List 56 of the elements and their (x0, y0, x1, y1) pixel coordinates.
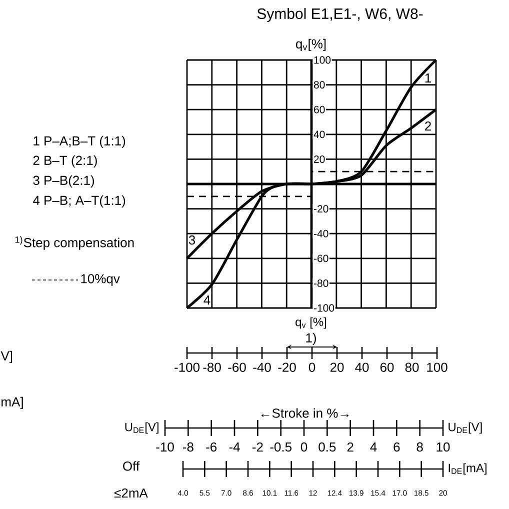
y-tick-label: -100 (314, 304, 334, 312)
text: 6 (394, 442, 400, 452)
x-tick-label: 100 (427, 362, 448, 372)
text: -6 (206, 442, 217, 452)
text: 8 (416, 442, 423, 452)
y-tick-label: 60 (314, 106, 325, 114)
x-tick-label: 40 (355, 362, 369, 372)
y-tick-label: 100 (314, 56, 331, 64)
x-tick-label: -20 (278, 362, 296, 372)
text: $^{1)}$Step compensation (15, 236, 134, 250)
y-tick-label: 80 (314, 81, 325, 89)
y-axis-title: q$_{v}$[%] (296, 38, 326, 52)
text: 4 P–B; A–T(1:1) (33, 195, 126, 208)
chart-title: Symbol E1,E1-, W6, W8- (257, 8, 423, 22)
text: -2 (252, 442, 263, 452)
text: 2 B–T (2:1) (33, 155, 97, 168)
text: 0 (300, 442, 308, 452)
x-tick-label: -80 (203, 362, 221, 372)
series-label: 3 (188, 235, 196, 245)
text: ≤2mA (114, 488, 148, 498)
text: U$_{DE}$[V] (125, 422, 158, 434)
text: -8 (182, 442, 194, 452)
text: 10 (436, 442, 450, 452)
text: Off (123, 461, 140, 471)
text: -4 (229, 442, 240, 452)
x-tick-label: 20 (330, 362, 344, 372)
series-label: 2 (425, 121, 431, 131)
text: U$_{DE}$[V] (448, 422, 482, 434)
y-tick-label: -20 (314, 205, 328, 213)
text: 0.5 (318, 442, 336, 452)
series-label: 1 (425, 74, 431, 82)
text: -0.5 (270, 442, 292, 452)
y-tick-label: 40 (314, 130, 325, 138)
y-tick-label: 20 (314, 155, 325, 163)
legend-label: 10%qv (81, 274, 120, 286)
x-tick-label: 0 (308, 362, 316, 372)
text: 1 P–A;B–T (1:1) (34, 136, 126, 148)
x-tick-label: -60 (228, 362, 246, 372)
text: 2 (347, 442, 354, 452)
text: q$_{v}$ [%] (296, 317, 326, 329)
text: V] (0, 350, 12, 364)
x-tick-label: 60 (380, 362, 394, 372)
text: 4 (370, 442, 377, 452)
text: I$_{DE}$[mA] (448, 463, 486, 475)
x-axis-title: ←Stroke in %→ (261, 408, 349, 418)
x-tick-label: -40 (253, 362, 271, 372)
text: 3 P–B(2:1) (33, 175, 94, 188)
text: -10 (156, 442, 174, 452)
x-tick-label: 80 (405, 362, 419, 372)
x-tick-label: -100 (174, 362, 200, 372)
series-label: 4 (204, 296, 210, 304)
y-tick-label: -60 (314, 254, 328, 262)
text: mA] (2, 396, 23, 410)
y-tick-label: -40 (314, 230, 328, 238)
text: 1) (306, 332, 316, 346)
y-tick-label: -80 (314, 279, 328, 287)
